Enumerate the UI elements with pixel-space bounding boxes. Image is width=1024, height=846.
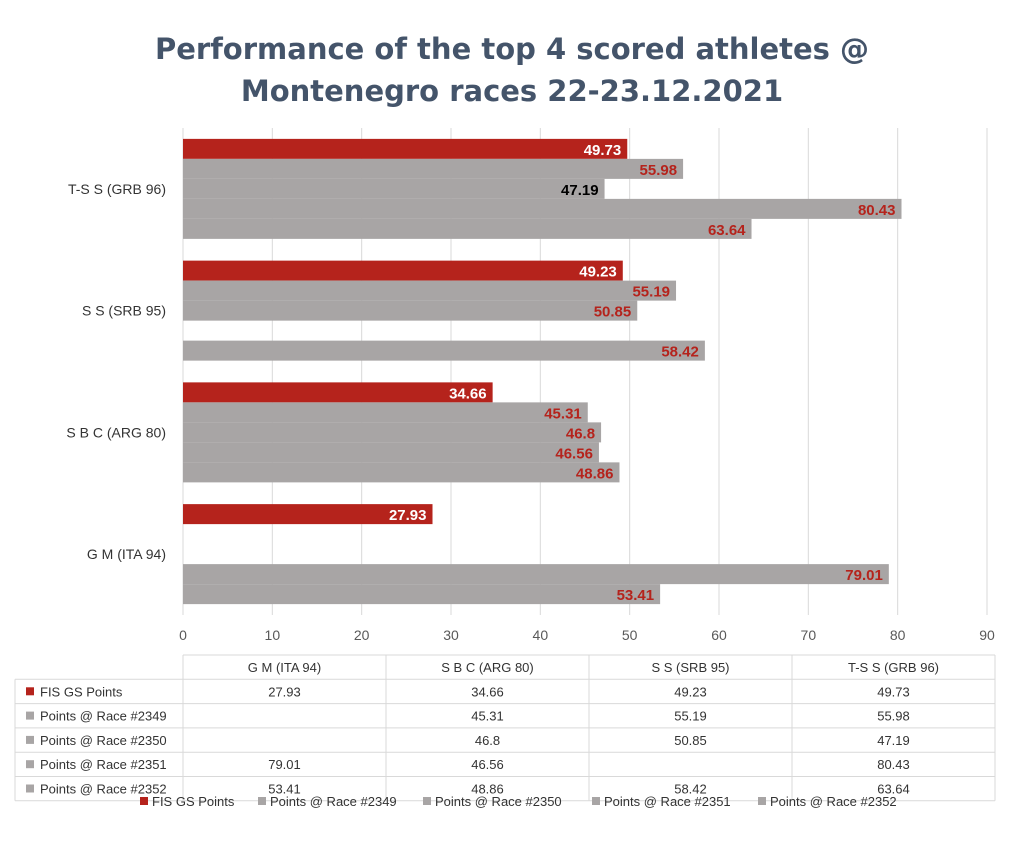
- legend-label: FIS GS Points: [152, 794, 235, 809]
- table-row-label: Points @ Race #2350: [40, 733, 167, 748]
- bar: [183, 564, 889, 585]
- legend-label: Points @ Race #2350: [435, 794, 562, 809]
- bar: [183, 218, 752, 239]
- table-header: G M (ITA 94): [248, 660, 321, 675]
- table-header: S B C (ARG 80): [441, 660, 533, 675]
- x-tick-label: 50: [622, 627, 638, 643]
- legend-label: Points @ Race #2351: [604, 794, 731, 809]
- table-cell: 63.64: [877, 782, 910, 797]
- bar: [183, 402, 588, 423]
- category-label: S S (SRB 95): [82, 303, 166, 319]
- legend-label: Points @ Race #2349: [270, 794, 397, 809]
- data-label: 34.66: [449, 385, 487, 402]
- data-label: 49.73: [584, 142, 622, 159]
- table-row-key: [26, 711, 34, 720]
- data-label: 55.98: [640, 162, 678, 179]
- bar: [183, 422, 602, 443]
- x-tick-label: 20: [354, 627, 370, 643]
- bar: [183, 198, 902, 219]
- data-label: 49.23: [579, 264, 617, 281]
- chart-title-line-2: Montenegro races 22-23.12.2021: [240, 74, 784, 108]
- table-row-label: FIS GS Points: [40, 684, 123, 699]
- x-tick-label: 0: [179, 627, 187, 643]
- table-row-label: Points @ Race #2349: [40, 709, 167, 724]
- table-cell: 34.66: [471, 684, 504, 699]
- legend-label: Points @ Race #2352: [770, 794, 897, 809]
- bar: [183, 462, 620, 483]
- data-label: 58.42: [661, 344, 699, 361]
- x-tick-label: 60: [711, 627, 727, 643]
- table-cell: 46.8: [475, 733, 500, 748]
- bar: [183, 260, 623, 281]
- table-cell: 49.73: [877, 684, 910, 699]
- table-cell: 79.01: [268, 757, 301, 772]
- x-tick-label: 10: [265, 627, 281, 643]
- bar: [183, 382, 493, 403]
- bar: [183, 584, 661, 605]
- data-label: 53.41: [617, 587, 655, 604]
- x-tick-label: 80: [890, 627, 906, 643]
- data-label: 63.64: [708, 222, 746, 239]
- data-label: 46.56: [555, 445, 593, 462]
- x-tick-label: 90: [979, 627, 995, 643]
- data-label: 80.43: [858, 202, 896, 219]
- data-label: 55.19: [632, 284, 670, 301]
- legend-swatch: [258, 797, 266, 805]
- bar: [183, 158, 684, 179]
- chart-title-line-1: Performance of the top 4 scored athletes…: [154, 32, 870, 66]
- legend-swatch: [140, 797, 148, 805]
- bar: [183, 504, 433, 525]
- legend-swatch: [592, 797, 600, 805]
- chart-title: Performance of the top 4 scored athletes…: [0, 28, 1024, 112]
- table-cell: 80.43: [877, 757, 910, 772]
- x-tick-label: 40: [533, 627, 549, 643]
- table-row-key: [26, 784, 34, 793]
- table-cell: 55.98: [877, 709, 910, 724]
- legend-swatch: [423, 797, 431, 805]
- table-row-key: [26, 735, 34, 744]
- table-cell: 49.23: [674, 684, 707, 699]
- legend-swatch: [758, 797, 766, 805]
- bar: [183, 300, 638, 321]
- bar: [183, 340, 705, 361]
- table-header: S S (SRB 95): [651, 660, 729, 675]
- table-cell: 50.85: [674, 733, 707, 748]
- bar: [183, 280, 677, 301]
- table-cell: 58.42: [674, 782, 707, 797]
- category-label: T-S S (GRB 96): [68, 181, 166, 197]
- data-label: 27.93: [389, 507, 427, 524]
- table-cell: 47.19: [877, 733, 910, 748]
- category-label: S B C (ARG 80): [66, 424, 166, 440]
- table-cell: 48.86: [471, 782, 504, 797]
- bar: [183, 178, 605, 199]
- data-label: 50.85: [594, 304, 632, 321]
- table-cell: 46.56: [471, 757, 504, 772]
- x-tick-label: 70: [801, 627, 817, 643]
- bar: [183, 138, 628, 159]
- x-tick-label: 30: [443, 627, 459, 643]
- data-label: 47.19: [561, 182, 599, 199]
- table-row-label: Points @ Race #2352: [40, 782, 167, 797]
- table-cell: 27.93: [268, 684, 301, 699]
- data-label: 79.01: [845, 567, 883, 584]
- table-cell: 55.19: [674, 709, 707, 724]
- table-cell: 45.31: [471, 709, 504, 724]
- table-row-key: [26, 687, 34, 696]
- data-label: 48.86: [576, 465, 614, 482]
- data-label: 46.8: [566, 425, 595, 442]
- table-header: T-S S (GRB 96): [848, 660, 939, 675]
- bar: [183, 442, 599, 463]
- data-label: 45.31: [544, 405, 582, 422]
- category-label: G M (ITA 94): [87, 546, 166, 562]
- table-row-label: Points @ Race #2351: [40, 757, 167, 772]
- table-row-key: [26, 760, 34, 769]
- table-cell: 53.41: [268, 782, 301, 797]
